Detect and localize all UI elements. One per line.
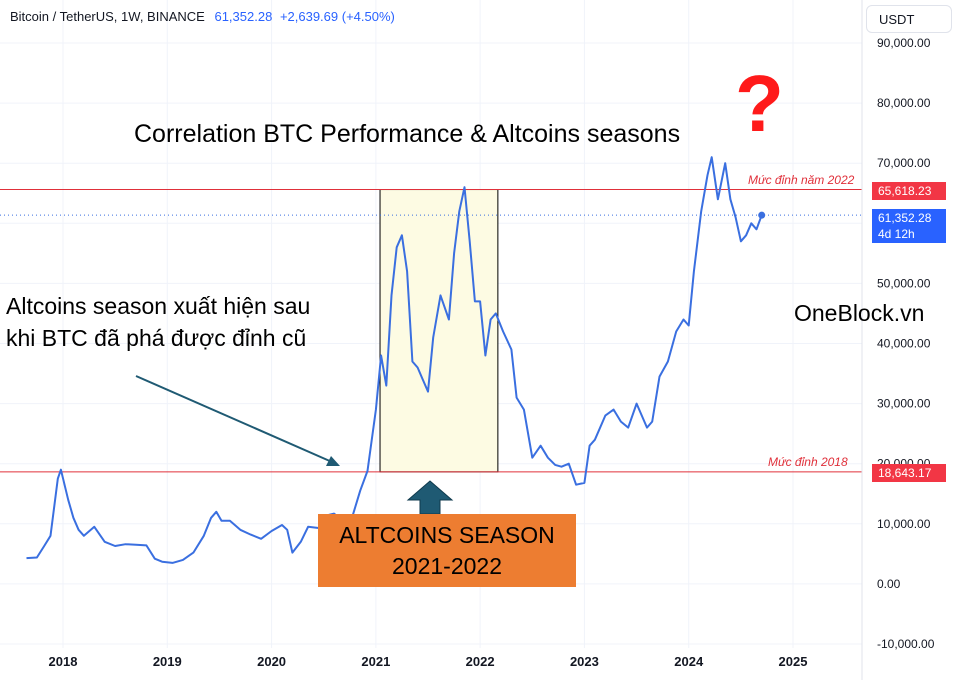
x-tick-label: 2022 xyxy=(466,654,495,669)
annotation-note-line1: Altcoins season xuất hiện sau xyxy=(6,293,311,319)
y-tick-label: 30,000.00 xyxy=(877,397,931,411)
annotation-note: Altcoins season xuất hiện sau khi BTC đã… xyxy=(6,290,310,354)
peak-2022-price-tag: 65,618.23 xyxy=(872,182,946,200)
x-tick-label: 2024 xyxy=(674,654,704,669)
y-tick-label: -10,000.00 xyxy=(877,637,935,651)
peak-2022-label: Mức đỉnh năm 2022 xyxy=(748,173,855,187)
y-tick-label: 50,000.00 xyxy=(877,276,931,290)
currency-button[interactable]: USDT xyxy=(866,5,952,33)
y-tick-label: 40,000.00 xyxy=(877,337,931,351)
header-change: +2,639.69 (+4.50%) xyxy=(279,9,395,24)
y-tick-label: 90,000.00 xyxy=(877,36,931,50)
last-price-dot xyxy=(758,211,766,219)
header-price: 61,352.28 xyxy=(214,9,273,24)
y-tick-label: 10,000.00 xyxy=(877,517,931,531)
question-mark: ? xyxy=(735,59,784,148)
altcoins-season-box: ALTCOINS SEASON 2021-2022 xyxy=(318,514,576,587)
y-tick-label: 80,000.00 xyxy=(877,96,931,110)
season-box-line2: 2021-2022 xyxy=(392,553,502,579)
diagonal-arrow-shaft xyxy=(135,375,333,463)
chart-header: Bitcoin / TetherUS, 1W, BINANCE 61,352.2… xyxy=(10,9,395,24)
y-tick-label: 0.00 xyxy=(877,577,901,591)
x-tick-label: 2023 xyxy=(570,654,599,669)
diagonal-arrow-head xyxy=(326,456,340,466)
annotation-title: Correlation BTC Performance & Altcoins s… xyxy=(134,120,681,148)
current-price-tag: 61,352.28 xyxy=(872,209,946,227)
x-tick-label: 2019 xyxy=(153,654,182,669)
x-tick-label: 2020 xyxy=(257,654,286,669)
x-tick-label: 2018 xyxy=(49,654,78,669)
y-tick-label: 70,000.00 xyxy=(877,156,931,170)
chart-grid xyxy=(0,0,862,648)
x-tick-label: 2021 xyxy=(361,654,390,669)
peak-2018-price-tag: 18,643.17 xyxy=(872,464,946,482)
price-axis[interactable]: -10,000.000.0010,000.0020,000.0030,000.0… xyxy=(877,36,935,651)
x-tick-label: 2025 xyxy=(779,654,808,669)
peak-2018-label: Mức đỉnh 2018 xyxy=(768,455,848,469)
annotation-note-line2: khi BTC đã phá được đỉnh cũ xyxy=(6,325,307,351)
btc-price-series xyxy=(26,156,763,564)
countdown-tag: 4d 12h xyxy=(872,225,946,243)
symbol-title[interactable]: Bitcoin / TetherUS, 1W, BINANCE xyxy=(10,9,205,24)
time-axis[interactable]: 2018 2019 2020 2021 2022 2023 2024 2025 xyxy=(49,654,808,669)
brand-watermark: OneBlock.vn xyxy=(794,300,925,326)
altcoin-season-highlight xyxy=(379,189,499,473)
season-box-line1: ALTCOINS SEASON xyxy=(339,522,555,548)
